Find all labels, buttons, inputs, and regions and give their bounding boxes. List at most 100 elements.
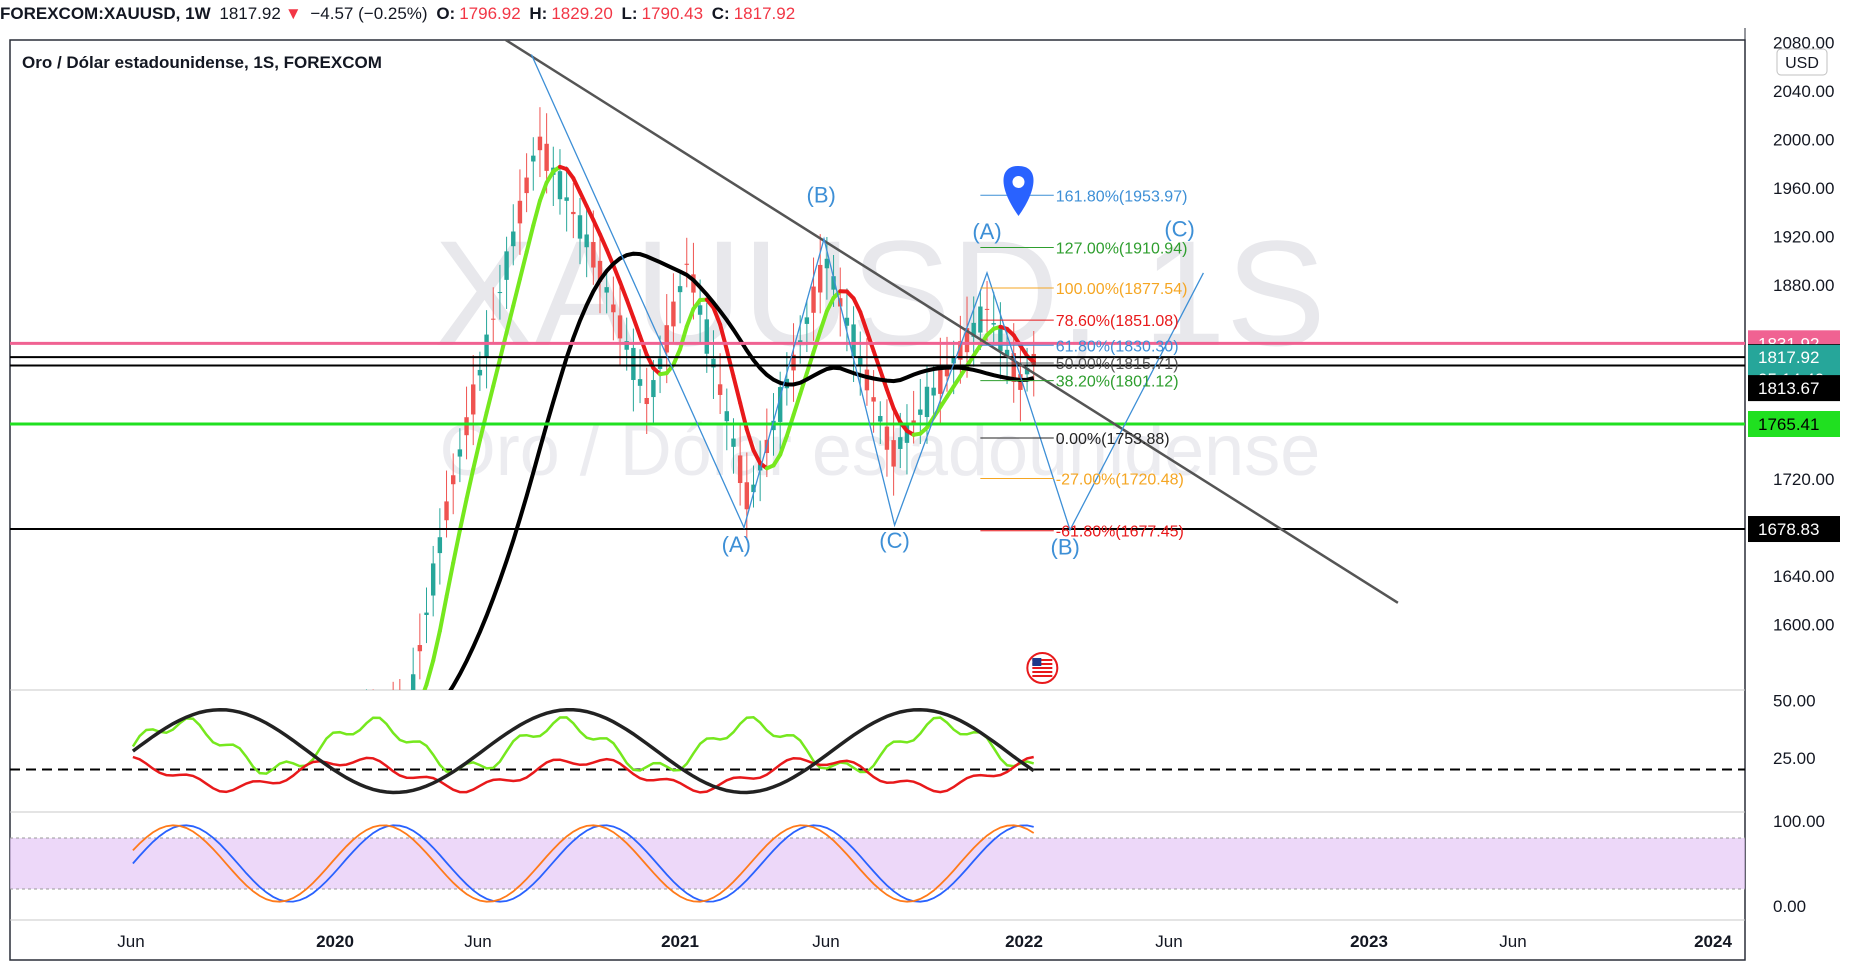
candle-body xyxy=(284,723,288,757)
candle-body xyxy=(991,323,996,325)
ma-fast-line xyxy=(731,374,743,405)
y-tick-label: 2000.00 xyxy=(1773,130,1834,149)
x-tick-label: 2022 xyxy=(1005,932,1043,951)
ma-fast-line xyxy=(180,892,187,905)
candle-body xyxy=(951,357,956,364)
y-tick-label: 1960.00 xyxy=(1773,179,1834,198)
price-label-value: 1678.83 xyxy=(1758,520,1819,539)
candle-body xyxy=(451,475,456,485)
x-tick-label: Jun xyxy=(117,932,144,951)
candle-body xyxy=(531,155,536,162)
stoch-d-line xyxy=(132,824,1035,903)
ma-fast-line xyxy=(537,180,549,203)
osc1-tick-label: 50.00 xyxy=(1773,692,1816,711)
ma-fast-line xyxy=(406,716,413,723)
location-pin-dot xyxy=(1012,175,1025,188)
y-tick-label: 1920.00 xyxy=(1773,227,1834,246)
ma-fast-line xyxy=(591,217,603,237)
candle-body xyxy=(931,387,936,396)
candles-group: (B) (A) (C) (A) (C) (B) 161.80%(1953.97) 127.00… xyxy=(10,40,1745,942)
ma-fast-line xyxy=(678,324,689,352)
ma-fast-line xyxy=(380,727,387,728)
ma-fast-line xyxy=(260,752,267,759)
candle-body xyxy=(691,274,696,293)
wave-label: (C) xyxy=(1164,216,1195,241)
candle-body xyxy=(938,368,943,394)
ma-fast-line xyxy=(504,303,516,335)
ma-fast-line xyxy=(771,452,783,468)
y-tick-label: 1640.00 xyxy=(1773,567,1834,586)
x-tick-label: 2021 xyxy=(661,932,699,951)
candle-body xyxy=(791,354,796,371)
candle-body xyxy=(251,731,255,760)
fib-level-label: 61.80%(1830.30) xyxy=(1056,338,1179,355)
elliott-wave-path xyxy=(530,54,1204,532)
candle-body xyxy=(151,921,155,926)
osc1-black-line xyxy=(131,707,1035,795)
ma-fast-line xyxy=(280,743,287,744)
candle-body xyxy=(477,369,483,376)
ma-fast-line xyxy=(431,628,442,663)
fib-level-label: -61.80%(1677.45) xyxy=(1056,524,1184,541)
candle-body xyxy=(278,740,282,743)
close-value: 1817.92 xyxy=(733,4,796,23)
candle-body xyxy=(984,308,990,310)
candle-body xyxy=(824,258,830,269)
ma-fast-line xyxy=(226,804,233,817)
candle-body xyxy=(751,484,756,493)
x-tick-label: 2023 xyxy=(1350,932,1388,951)
ma-slow-line xyxy=(448,251,1035,690)
symbol-name[interactable]: FOREXCOM:XAUUSD, 1W xyxy=(0,4,211,23)
candle-body xyxy=(318,724,322,746)
ma-fast-line xyxy=(451,528,462,565)
low-value: 1790.43 xyxy=(641,4,704,23)
symbol-header: FOREXCOM:XAUUSD, 1W 1817.92 ▼ −4.57 (−0.2… xyxy=(0,0,1858,28)
candle-body xyxy=(998,325,1003,352)
candle-body xyxy=(424,612,429,616)
candle-body xyxy=(398,707,402,738)
candle-body xyxy=(864,369,870,391)
ma-fast-line xyxy=(471,438,482,472)
ma-fast-line xyxy=(393,725,400,726)
candle-body xyxy=(671,301,676,327)
y-tick-label: 2080.00 xyxy=(1773,33,1834,52)
candle-body xyxy=(878,416,883,422)
osc1-green-line xyxy=(131,716,1035,775)
price-label-value: 1817.92 xyxy=(1758,348,1819,367)
osc1-tick-label: 25.00 xyxy=(1773,749,1816,768)
ma-fast-line xyxy=(751,448,763,466)
ma-fast-line xyxy=(818,309,829,334)
candle-body xyxy=(664,325,669,353)
ma-fast-line xyxy=(220,817,227,830)
price-label-box xyxy=(1748,516,1840,543)
candle-body xyxy=(457,449,463,457)
candle-body xyxy=(858,356,863,366)
ma-fast-line xyxy=(153,936,160,942)
candle-body xyxy=(731,438,736,447)
candle-body xyxy=(378,725,382,727)
fib-level-label: 78.60%(1851.08) xyxy=(1056,313,1179,330)
price-label-box xyxy=(1748,375,1840,402)
fib-level-label: 100.00%(1877.54) xyxy=(1056,281,1188,298)
candle-body xyxy=(351,728,355,731)
candle-body xyxy=(1011,353,1016,382)
ma-fast-line xyxy=(778,433,789,457)
ma-fast-line xyxy=(598,232,609,252)
ma-fast-line xyxy=(422,682,429,690)
candle-body xyxy=(304,734,308,740)
ma-fast-line xyxy=(858,310,869,334)
candle-body xyxy=(544,143,549,171)
wave-label: (A) xyxy=(722,532,751,557)
ma-fast-line xyxy=(631,315,643,339)
candle-body xyxy=(511,231,516,247)
candle-body xyxy=(918,409,923,415)
location-pin-icon xyxy=(1003,165,1034,216)
candle-body xyxy=(164,889,168,907)
y-tick-label: 1600.00 xyxy=(1773,616,1834,635)
x-tick-label: Jun xyxy=(1155,932,1182,951)
high-value: 1829.20 xyxy=(551,4,613,23)
ma-fast-line xyxy=(437,594,449,633)
candle-body xyxy=(644,397,649,405)
y-tick-label: 2120.00 xyxy=(1773,0,1834,4)
